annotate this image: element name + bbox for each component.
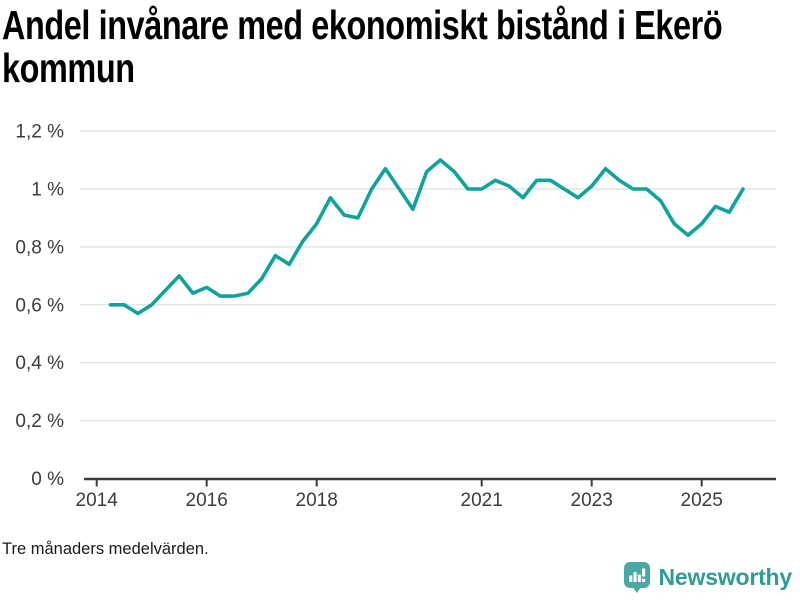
y-axis-tick-label: 0,4 % bbox=[15, 353, 64, 374]
y-axis-tick-label: 0,2 % bbox=[15, 411, 64, 432]
chart-footnote: Tre månaders medelvärden. bbox=[2, 540, 209, 558]
newsworthy-logo: Newsworthy bbox=[623, 561, 792, 594]
bar-chart-speech-bubble-icon bbox=[623, 562, 650, 593]
x-axis-tick-label: 2025 bbox=[681, 490, 723, 511]
page-title: Andel invånare med ekonomiskt bistånd i … bbox=[2, 4, 800, 89]
y-axis-tick-label: 0,8 % bbox=[15, 237, 64, 258]
y-axis-tick-label: 1 % bbox=[31, 180, 64, 201]
x-axis-tick-label: 2023 bbox=[571, 490, 613, 511]
x-axis-tick-label: 2016 bbox=[186, 490, 228, 511]
x-axis-tick-label: 2014 bbox=[76, 490, 119, 511]
x-axis-tick-label: 2021 bbox=[461, 490, 503, 511]
trend-line bbox=[108, 158, 745, 316]
page-title-line-2: kommun bbox=[2, 44, 135, 91]
newsworthy-logo-text: Newsworthy bbox=[658, 564, 793, 590]
y-axis-tick-label: 0,6 % bbox=[15, 295, 64, 316]
x-axis-tick-label: 2018 bbox=[296, 490, 338, 511]
page-title-line-1: Andel invånare med ekonomiskt bistånd i … bbox=[2, 2, 723, 48]
y-axis-tick-label: 1,2 % bbox=[15, 122, 64, 143]
y-axis-tick-label: 0 % bbox=[31, 469, 64, 490]
